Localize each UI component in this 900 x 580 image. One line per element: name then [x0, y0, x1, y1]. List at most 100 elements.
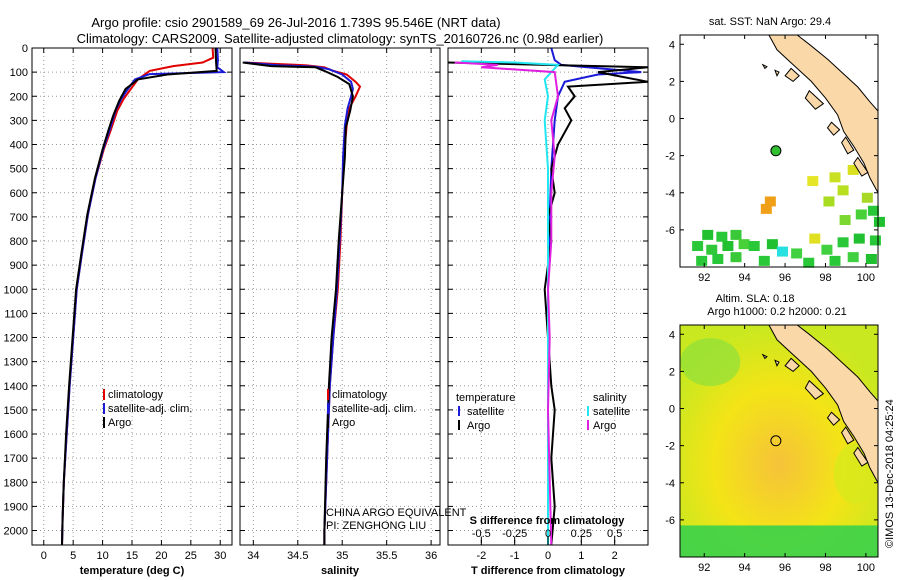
map-y-tick-label: 2 [669, 366, 675, 378]
legend-label: Argo [108, 417, 131, 429]
island [853, 156, 869, 177]
x-tick-label: 0 [41, 550, 47, 562]
salinity-panel: 34 34.5 35 35.5 36 salinity climatology satelli… [239, 47, 441, 577]
sst-pixel [766, 239, 778, 250]
y-tick-label: 300 [10, 115, 28, 127]
argo-location-marker [770, 145, 782, 157]
salinity-tick-label: 0.5 [607, 528, 622, 540]
series-line-argo [61, 47, 218, 546]
map-y-tick-label: -4 [665, 188, 675, 200]
island [841, 136, 855, 155]
plot-frame [239, 47, 441, 546]
float-owner-line1: CHINA ARGO EQUIVALENT [326, 507, 467, 519]
plot-area [240, 48, 440, 545]
sst-pixel [807, 176, 819, 187]
sla-map: 92 94 96 98 100 4 2 0 -2 -4 -6 [665, 324, 879, 574]
map-y-tick-label: -2 [665, 441, 675, 453]
map-x-tick-label: 100 [857, 272, 875, 284]
sst-pixel [702, 229, 714, 240]
sst-pixel [865, 254, 877, 265]
salinity-tick-label: -0.25 [502, 528, 527, 540]
legend-label: satellite [467, 406, 504, 418]
sst-pixel [791, 248, 803, 259]
sst-pixel [809, 233, 821, 244]
legend-label: satellite [593, 406, 630, 418]
y-tick-label: 400 [10, 140, 28, 152]
x-tick-label: 35.5 [376, 550, 397, 562]
sst-pixel [716, 231, 728, 242]
legend-label: Argo [332, 417, 355, 429]
temperature-panel: 0 5 10 15 20 25 300100200300400500600700800900… [4, 43, 233, 577]
credit-label: ©IMOS 13-Dec-2018 04:25:24 [884, 399, 896, 548]
x-axis-label: salinity [321, 565, 360, 577]
legend-heading-salinity: salinity [593, 392, 627, 404]
y-tick-label: 700 [10, 212, 28, 224]
sst-pixel [730, 229, 742, 240]
sst-pixel [869, 235, 881, 246]
map-x-tick-label: 94 [739, 562, 751, 574]
y-tick-label: 1900 [4, 501, 28, 513]
y-tick-label: 1600 [4, 429, 28, 441]
x-tick-label: 20 [155, 550, 167, 562]
land-sumatra [768, 34, 879, 194]
x-tick-label: 34 [247, 550, 259, 562]
sst-pixel [837, 237, 849, 248]
y-tick-label: 200 [10, 91, 28, 103]
map-frame [679, 324, 879, 558]
map-y-tick-label: -6 [665, 225, 675, 237]
sst-pixel [829, 255, 841, 266]
map-y-tick-label: -2 [665, 151, 675, 163]
sst-pixel [758, 255, 770, 266]
y-tick-label: 600 [10, 188, 28, 200]
sst-pixel [803, 257, 815, 268]
sst-pixel [873, 216, 885, 227]
argo-location-marker [770, 435, 782, 447]
y-tick-label: 2000 [4, 526, 28, 538]
sst-pixel [692, 241, 704, 252]
x-tick-label: -2 [476, 550, 486, 562]
x-tick-label: 1 [578, 550, 584, 562]
series-line-s-satellite [461, 60, 561, 545]
series-line-argo [242, 61, 354, 545]
map-x-tick-label: 100 [857, 562, 875, 574]
sst-pixel [722, 241, 734, 252]
title-line2: Climatology: CARS2009. Satellite-adjuste… [77, 31, 604, 46]
sst-pixel [748, 241, 760, 252]
x-tick-label: 0 [545, 550, 551, 562]
map-y-tick-label: 4 [669, 39, 675, 51]
island [804, 89, 825, 110]
x-tick-label: -1 [510, 550, 520, 562]
sst-pixel [861, 192, 873, 203]
map-y-tick-label: 2 [669, 76, 675, 88]
y-tick-label: 1800 [4, 477, 28, 489]
legend-label: satellite-adj. clim. [108, 403, 192, 415]
island [761, 63, 768, 70]
sla-patch [680, 338, 741, 387]
y-tick-label: 900 [10, 260, 28, 272]
island [784, 67, 800, 83]
map-y-tick-label: -6 [665, 515, 675, 527]
legend-label: climatology [108, 389, 164, 401]
sla-map-title-line2: Argo h1000: 0.2 h2000: 0.21 [707, 306, 846, 318]
sst-pixel [706, 244, 718, 255]
island [761, 353, 768, 360]
map-x-tick-label: 98 [819, 272, 831, 284]
sst-pixel [837, 185, 849, 196]
island [774, 69, 780, 78]
y-tick-label: 1200 [4, 333, 28, 345]
sst-pixel [764, 196, 776, 207]
sst-map: 92 94 96 98 100 4 2 0 -2 -4 -6 [665, 34, 885, 284]
x-tick-label: 35 [336, 550, 348, 562]
map-y-tick-label: 4 [669, 329, 675, 341]
y-tick-label: 800 [10, 236, 28, 248]
sla-low-band [680, 525, 878, 557]
x-tick-label: 2 [612, 550, 618, 562]
sst-pixel [839, 215, 851, 226]
map-x-tick-label: 96 [779, 562, 791, 574]
island [804, 379, 825, 400]
sst-pixel [730, 252, 742, 263]
island [784, 357, 800, 373]
y-tick-label: 1000 [4, 284, 28, 296]
island [774, 359, 780, 368]
